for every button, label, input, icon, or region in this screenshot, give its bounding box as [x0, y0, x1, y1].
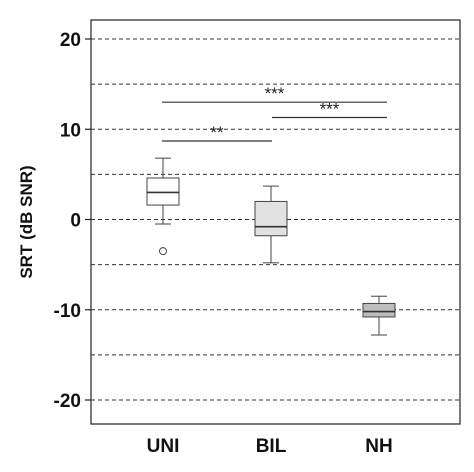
x-category-label: UNI [147, 436, 180, 457]
y-tick-label: -20 [54, 391, 81, 412]
y-axis-ticks: 20 10 0 -10 -20 [54, 30, 91, 412]
box-rect [362, 302, 396, 318]
x-axis-labels: UNI BIL NH [147, 436, 393, 457]
x-category-label: BIL [256, 436, 287, 457]
y-tick-label: 20 [60, 30, 81, 51]
box-bil [254, 185, 288, 264]
plot-frame [90, 19, 461, 425]
box-nh [362, 295, 396, 336]
box-rect [254, 200, 288, 237]
significance-label: ** [210, 123, 224, 142]
significance-label: *** [320, 100, 340, 119]
box-rect [146, 177, 180, 206]
significance-annotations: ******** [162, 84, 387, 142]
y-axis-title: SRT (dB SNR) [17, 165, 36, 278]
y-tick-label: 10 [60, 120, 81, 141]
y-tick-label: 0 [70, 211, 81, 232]
boxes [146, 157, 396, 336]
significance-label: *** [265, 84, 285, 103]
y-tick-label: -10 [54, 301, 81, 322]
x-category-label: NH [365, 436, 392, 457]
outlier-point [159, 247, 167, 256]
box-uni [146, 157, 180, 256]
